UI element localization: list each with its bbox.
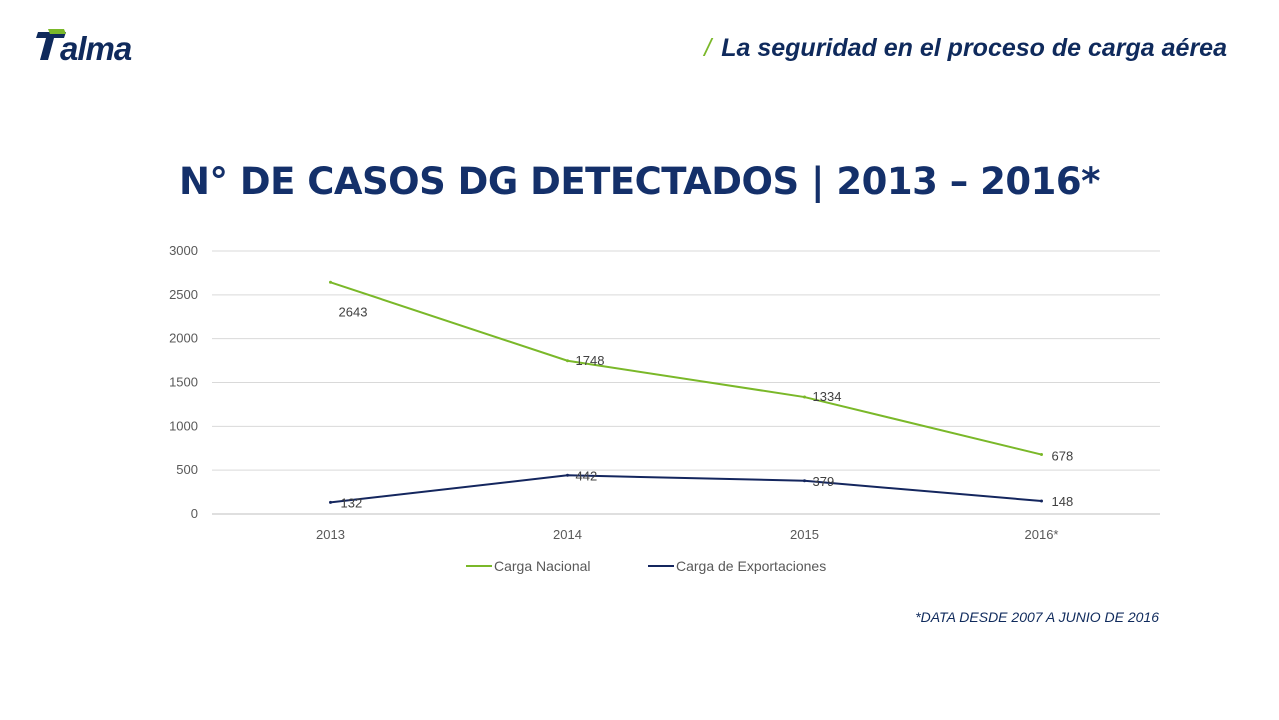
- y-tick-label: 1500: [169, 375, 198, 390]
- y-tick-label: 500: [176, 462, 198, 477]
- data-point: [329, 500, 332, 504]
- x-tick-label: 2014: [553, 527, 582, 542]
- y-tick-label: 2500: [169, 287, 198, 302]
- footnote: *DATA DESDE 2007 A JUNIO DE 2016: [915, 609, 1159, 625]
- data-label: 148: [1052, 494, 1074, 509]
- chart-title: N° DE CASOS DG DETECTADOS | 2013 – 2016*: [179, 160, 1100, 203]
- data-point: [803, 395, 806, 399]
- y-tick-label: 2000: [169, 331, 198, 346]
- data-point: [566, 473, 569, 477]
- x-tick-label: 2015: [790, 527, 819, 542]
- data-label: 379: [813, 474, 835, 489]
- data-point: [1040, 453, 1043, 457]
- header-slash: /: [704, 34, 712, 62]
- talma-logo: alma: [34, 26, 160, 66]
- y-tick-label: 0: [191, 506, 198, 521]
- data-label: 1748: [576, 353, 605, 368]
- y-tick-label: 1000: [169, 418, 198, 433]
- x-tick-label: 2013: [316, 527, 345, 542]
- legend-label-2: Carga de Exportaciones: [676, 558, 826, 574]
- x-tick-label: 2016*: [1025, 527, 1059, 542]
- svg-text:alma: alma: [60, 30, 132, 66]
- talma-logo-mark: alma: [36, 29, 133, 66]
- legend-label-1: Carga Nacional: [494, 558, 591, 574]
- data-point: [1040, 499, 1043, 503]
- y-tick-label: 3000: [169, 243, 198, 258]
- data-label: 132: [341, 495, 363, 510]
- data-label: 2643: [339, 304, 368, 319]
- data-label: 442: [576, 468, 598, 483]
- header-title-text: La seguridad en el proceso de carga aére…: [721, 34, 1227, 62]
- data-point: [566, 359, 569, 363]
- series-line-1: [330, 281, 1042, 456]
- data-label: 678: [1052, 449, 1074, 464]
- data-label: 1334: [813, 389, 842, 404]
- data-point: [803, 479, 806, 483]
- header-title: / La seguridad en el proceso de carga aér…: [704, 34, 1227, 63]
- series-line-2: [330, 474, 1042, 504]
- data-point: [329, 280, 332, 284]
